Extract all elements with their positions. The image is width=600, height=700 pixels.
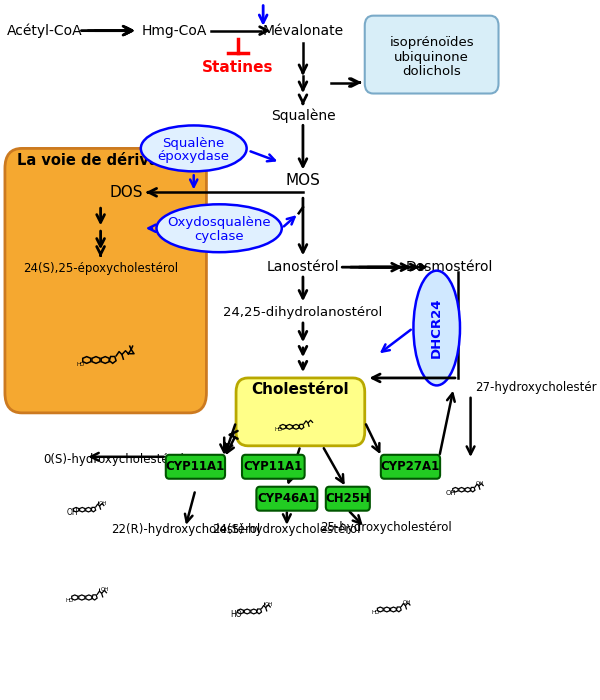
- Text: OH: OH: [98, 500, 107, 505]
- Text: Desmostérol: Desmostérol: [406, 260, 493, 274]
- Text: OH: OH: [403, 600, 411, 605]
- Text: époxydase: époxydase: [158, 150, 230, 163]
- Text: CYP27A1: CYP27A1: [381, 461, 440, 473]
- Text: Lanostérol: Lanostérol: [266, 260, 339, 274]
- Text: Mévalonate: Mévalonate: [262, 24, 344, 38]
- Ellipse shape: [413, 271, 460, 386]
- Text: HO: HO: [274, 427, 283, 433]
- Text: Squalène: Squalène: [163, 137, 225, 150]
- Text: 24(S),25-époxycholestérol: 24(S),25-époxycholestérol: [23, 262, 178, 274]
- FancyBboxPatch shape: [326, 486, 370, 511]
- Text: OH: OH: [265, 602, 273, 607]
- Text: 27-hydroxycholestér: 27-hydroxycholestér: [475, 382, 596, 394]
- Text: La voie de dérivation: La voie de dérivation: [17, 153, 191, 168]
- Text: cyclase: cyclase: [194, 230, 244, 243]
- FancyBboxPatch shape: [381, 455, 440, 479]
- Text: Acétyl-CoA: Acétyl-CoA: [7, 23, 83, 38]
- Text: CH25H: CH25H: [325, 492, 370, 505]
- Text: HO: HO: [372, 610, 380, 615]
- Text: OH: OH: [66, 508, 78, 517]
- Text: OH: OH: [446, 489, 457, 496]
- Text: HO: HO: [66, 598, 74, 603]
- Text: HO: HO: [76, 362, 85, 367]
- Text: Cholestérol: Cholestérol: [251, 382, 349, 398]
- FancyBboxPatch shape: [365, 15, 499, 94]
- Text: MOS: MOS: [286, 173, 320, 188]
- Text: 24,25-dihydrolanostérol: 24,25-dihydrolanostérol: [223, 306, 383, 318]
- Text: HO: HO: [230, 610, 242, 619]
- FancyBboxPatch shape: [242, 455, 305, 479]
- Text: ubiquinone: ubiquinone: [394, 51, 469, 64]
- Text: CYP11A1: CYP11A1: [166, 461, 225, 473]
- Text: DOS: DOS: [109, 185, 143, 200]
- Text: Oxydosqualène: Oxydosqualène: [167, 216, 271, 229]
- Text: isoprénoïdes: isoprénoïdes: [389, 36, 474, 49]
- Text: dolichols: dolichols: [402, 65, 461, 78]
- Text: CYP46A1: CYP46A1: [257, 492, 317, 505]
- Text: 0(S)-hydroxycholestérol: 0(S)-hydroxycholestérol: [43, 454, 184, 466]
- Text: Statines: Statines: [202, 60, 274, 75]
- Text: 25-hydroxycholestérol: 25-hydroxycholestérol: [320, 521, 452, 534]
- Text: OH: OH: [100, 587, 109, 592]
- Text: DHCR24: DHCR24: [430, 298, 443, 358]
- Text: OH: OH: [476, 481, 484, 486]
- Ellipse shape: [141, 125, 247, 172]
- FancyBboxPatch shape: [166, 455, 225, 479]
- Text: Hmg-CoA: Hmg-CoA: [142, 24, 207, 38]
- Text: 24(S)-hydroxycholestérol: 24(S)-hydroxycholestérol: [212, 523, 361, 536]
- Text: CYP11A1: CYP11A1: [244, 461, 303, 473]
- FancyBboxPatch shape: [256, 486, 317, 511]
- Text: 22(R)-hydroxycholestérol: 22(R)-hydroxycholestérol: [110, 523, 260, 536]
- FancyBboxPatch shape: [236, 378, 365, 446]
- FancyBboxPatch shape: [5, 148, 206, 413]
- Text: Squalène: Squalène: [271, 108, 335, 122]
- Ellipse shape: [157, 204, 282, 252]
